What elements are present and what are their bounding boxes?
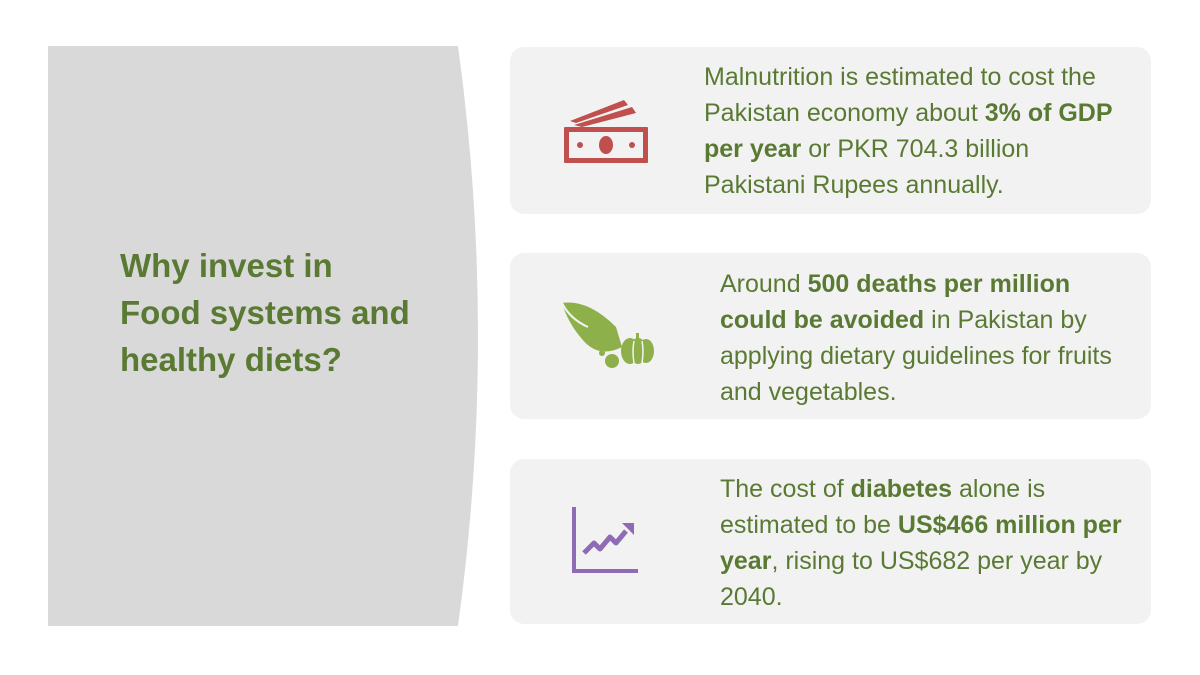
emphasis-text: 3% of GDP per year bbox=[704, 99, 1113, 163]
panel-title: Why invest in Food systems and healthy d… bbox=[120, 247, 410, 378]
info-card-diabetes: The cost of diabetes alone is estimated … bbox=[510, 459, 1151, 624]
body-text: or PKR 704.3 billion Pakistani Rupees an… bbox=[704, 135, 1030, 199]
body-text: alone is estimated to be bbox=[720, 475, 1046, 539]
cornucopia-icon bbox=[561, 302, 654, 368]
curved-panel-shape bbox=[48, 46, 478, 626]
body-text: The cost of bbox=[720, 475, 851, 503]
info-card-deaths: Around 500 deaths per million could be a… bbox=[510, 253, 1151, 419]
card-text: Around 500 deaths per million could be a… bbox=[720, 266, 1140, 410]
emphasis-text: diabetes bbox=[850, 475, 953, 503]
body-text: Around bbox=[720, 270, 808, 298]
left-panel bbox=[48, 46, 478, 626]
line-chart-icon bbox=[572, 507, 638, 573]
emphasis-text: 500 deaths per million could be avoided bbox=[720, 270, 1071, 334]
card-text: The cost of diabetes alone is estimated … bbox=[720, 471, 1140, 615]
body-text: , rising to US$682 per year by 2040. bbox=[720, 547, 1103, 611]
info-card-malnutrition: Malnutrition is estimated to cost the Pa… bbox=[510, 47, 1151, 214]
money-icon bbox=[564, 100, 648, 163]
body-text: Malnutrition is estimated to cost the Pa… bbox=[704, 63, 1096, 127]
emphasis-text: US$466 million per year bbox=[720, 511, 1122, 575]
card-text: Malnutrition is estimated to cost the Pa… bbox=[704, 59, 1134, 203]
body-text: in Pakistan by applying dietary guidelin… bbox=[720, 306, 1112, 406]
